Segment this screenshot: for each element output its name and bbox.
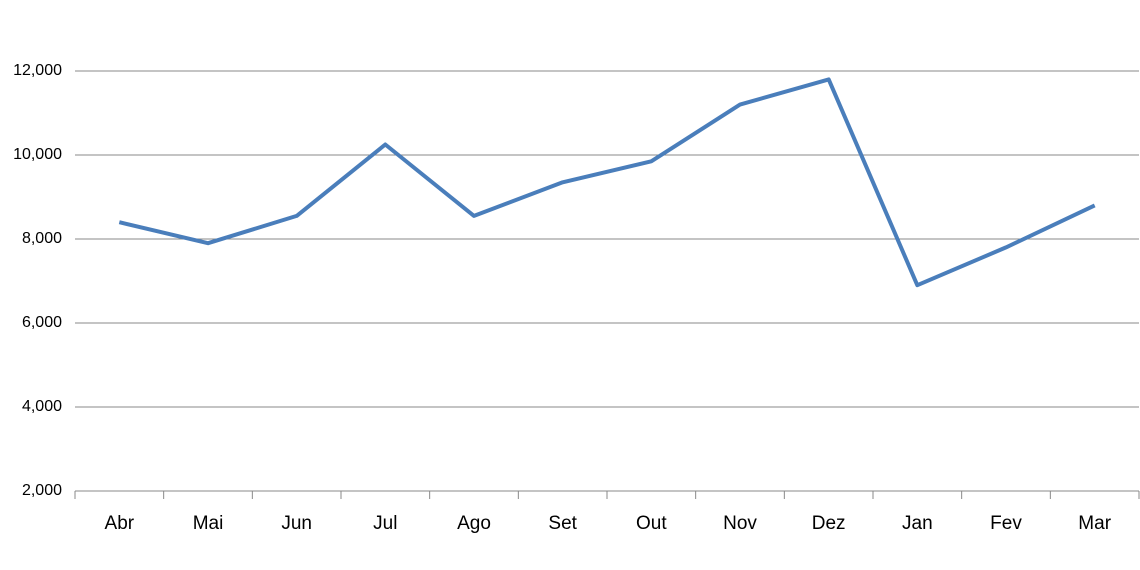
x-tick-label: Set bbox=[548, 513, 577, 534]
y-tick-label: 10,000 bbox=[13, 146, 62, 163]
y-tick-label: 12,000 bbox=[13, 62, 62, 79]
y-tick-label: 2,000 bbox=[22, 482, 62, 499]
y-tick-label: 6,000 bbox=[22, 314, 62, 331]
x-tick-label: Fev bbox=[990, 513, 1022, 534]
y-tick-label: 8,000 bbox=[22, 230, 62, 247]
y-tick-label: 4,000 bbox=[22, 398, 62, 415]
x-tick-label: Dez bbox=[812, 513, 846, 534]
data-line bbox=[118, 77, 1096, 288]
x-tick-label: Out bbox=[636, 513, 667, 534]
x-tick-label: Jan bbox=[902, 513, 933, 534]
x-tick-label: Mai bbox=[193, 513, 224, 534]
x-tick-label: Ago bbox=[457, 513, 491, 534]
x-tick-label: Mar bbox=[1078, 513, 1111, 534]
x-tick-label: Jul bbox=[373, 513, 397, 534]
x-tick-label: Nov bbox=[723, 513, 757, 534]
x-tick-label: Jun bbox=[281, 513, 312, 534]
x-tick-label: Abr bbox=[105, 513, 135, 534]
